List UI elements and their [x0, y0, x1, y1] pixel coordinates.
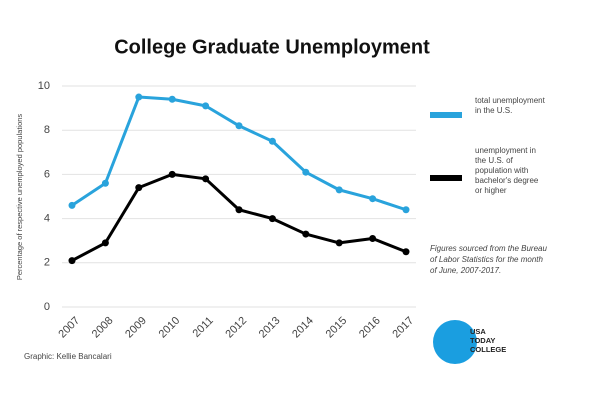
legend-label: unemployment in the U.S. of population w… — [475, 146, 539, 195]
logo-text: COLLEGE — [470, 345, 506, 354]
x-tick-label: 2016 — [357, 315, 383, 341]
logo-text: TODAY — [470, 336, 495, 345]
data-point — [335, 186, 343, 194]
data-point — [369, 195, 377, 203]
data-point — [135, 184, 143, 192]
series-line — [71, 95, 407, 212]
data-point — [101, 179, 109, 187]
y-tick-label: 4 — [44, 213, 50, 225]
data-point — [135, 93, 143, 101]
source-note: Figures sourced from the Bureau of Labor… — [430, 244, 547, 275]
data-point — [402, 248, 410, 256]
y-tick-label: 6 — [44, 168, 50, 180]
x-tick-label: 2010 — [157, 315, 183, 341]
chart-title: College Graduate Unemployment — [114, 36, 430, 58]
legend-label: total unemployment in the U.S. — [475, 96, 545, 115]
y-tick-label: 8 — [44, 124, 50, 136]
logo-circle — [433, 320, 477, 364]
x-tick-label: 2008 — [90, 315, 116, 341]
data-point — [268, 137, 276, 145]
data-point — [302, 230, 310, 238]
data-point — [335, 239, 343, 247]
x-tick-label: 2009 — [123, 315, 149, 341]
y-axis-label: Percentage of respective unemployed popu… — [15, 114, 24, 281]
data-point — [202, 102, 210, 110]
x-tick-label: 2014 — [290, 315, 316, 341]
x-tick-label: 2011 — [191, 315, 216, 340]
data-point — [68, 257, 76, 265]
data-point — [202, 175, 210, 183]
y-tick-label: 0 — [44, 301, 50, 313]
x-tick-label: 2017 — [390, 315, 416, 341]
data-point — [402, 206, 410, 214]
x-tick-label: 2015 — [324, 315, 350, 341]
x-tick-label: 2012 — [223, 315, 249, 341]
data-point — [302, 168, 310, 176]
data-point — [369, 234, 377, 242]
y-tick-label: 10 — [38, 80, 50, 92]
data-point — [235, 206, 243, 214]
credit: Graphic: Kellie Bancalari — [24, 352, 112, 361]
data-point — [101, 239, 109, 247]
data-point — [268, 215, 276, 223]
logo-text: USA — [470, 327, 486, 336]
data-point — [235, 122, 243, 130]
data-point — [168, 170, 176, 178]
x-tick-label: 2013 — [257, 315, 283, 341]
x-tick-label: 2007 — [56, 315, 82, 341]
data-point — [168, 95, 176, 103]
series-line — [71, 172, 407, 262]
y-tick-label: 2 — [44, 257, 50, 269]
data-point — [68, 201, 76, 209]
